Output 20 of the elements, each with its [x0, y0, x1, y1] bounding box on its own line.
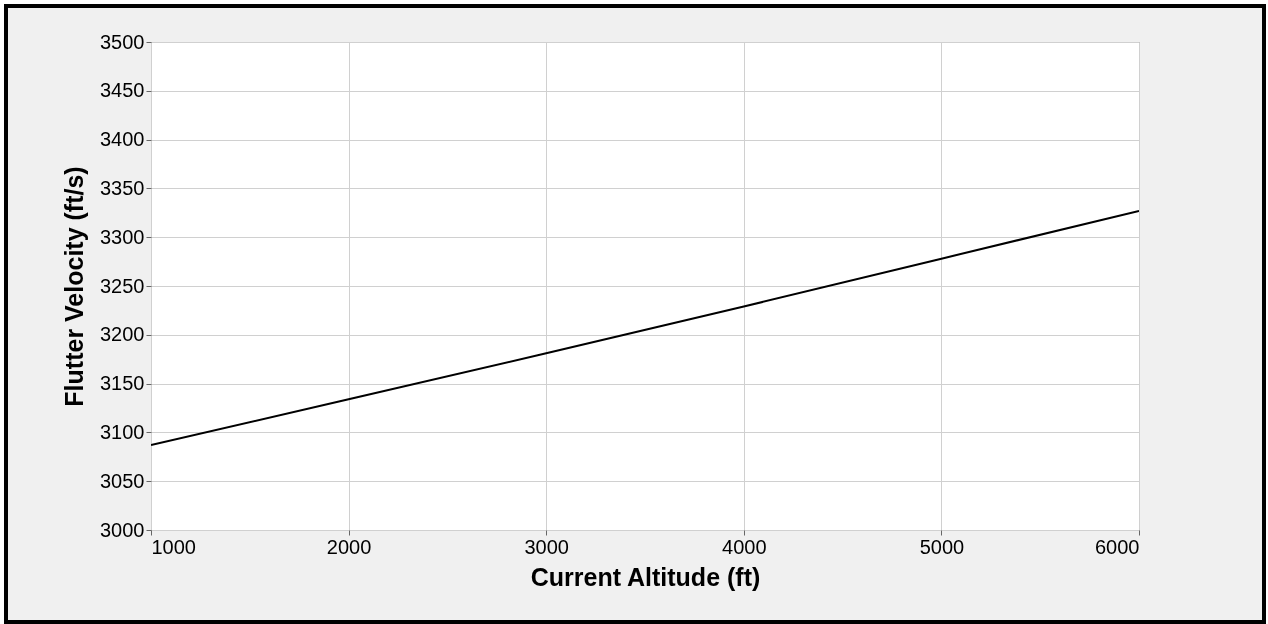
- x-tick-label: 5000: [919, 535, 965, 558]
- x-tick-label: 3000: [524, 535, 569, 558]
- y-tick-label: 3150: [100, 372, 145, 395]
- y-tick-label: 3200: [100, 323, 145, 346]
- x-axis-title: Current Altitude (ft): [530, 562, 761, 591]
- y-tick-label: 3350: [100, 176, 145, 199]
- y-tick-label: 3400: [100, 128, 145, 151]
- line-series: [151, 209, 1139, 447]
- y-tick-label: 3500: [100, 30, 145, 53]
- y-tick-label: 3050: [100, 469, 145, 492]
- y-tick-label: 3300: [100, 225, 145, 248]
- y-tick-label: 3450: [100, 79, 145, 102]
- x-tick-label: 1000: [151, 535, 196, 558]
- x-tick-label: 2000: [326, 535, 372, 558]
- x-tick-label: 6000: [1095, 535, 1140, 558]
- x-tick-label: 4000: [722, 535, 767, 558]
- y-tick-label: 3000: [100, 518, 145, 541]
- y-axis-title: Flutter Velocity (ft/s): [60, 166, 89, 407]
- y-tick-label: 3100: [100, 420, 145, 443]
- y-tick-label: 3250: [100, 274, 145, 297]
